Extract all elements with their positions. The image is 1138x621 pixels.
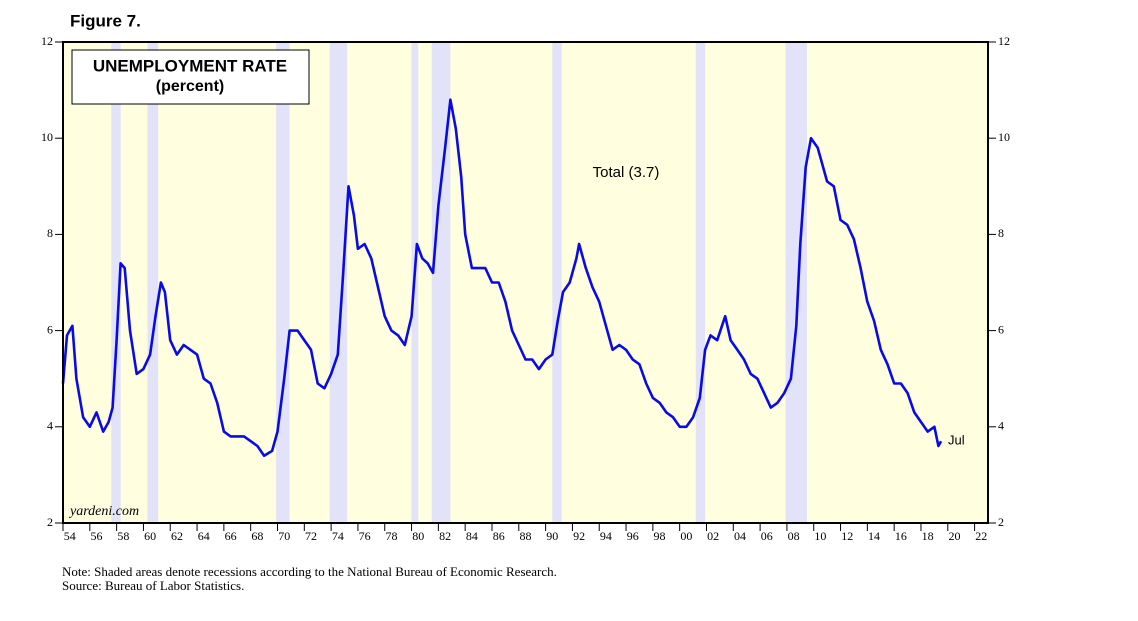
plot-background bbox=[63, 42, 988, 523]
x-tick-label: 94 bbox=[600, 529, 612, 543]
x-tick-label: 60 bbox=[144, 529, 156, 543]
x-tick-label: 58 bbox=[117, 529, 129, 543]
x-tick-label: 62 bbox=[171, 529, 183, 543]
x-tick-label: 78 bbox=[385, 529, 397, 543]
y2-tick-label: 2 bbox=[998, 515, 1004, 529]
x-tick-label: 18 bbox=[922, 529, 934, 543]
recession-band bbox=[147, 42, 159, 523]
y2-tick-label: 8 bbox=[998, 226, 1004, 240]
title-box bbox=[71, 49, 310, 105]
x-tick-label: 80 bbox=[412, 529, 424, 543]
x-tick-label: 12 bbox=[841, 529, 853, 543]
x-tick-label: 04 bbox=[734, 529, 746, 543]
chart-title: UNEMPLOYMENT RATE bbox=[93, 56, 287, 75]
x-tick-label: 00 bbox=[680, 529, 692, 543]
y-tick-label: 12 bbox=[41, 34, 53, 48]
x-tick-label: 66 bbox=[225, 529, 237, 543]
note: Note: Shaded areas denote recessions acc… bbox=[62, 564, 557, 579]
y2-tick-label: 4 bbox=[998, 419, 1004, 433]
x-tick-label: 84 bbox=[466, 529, 478, 543]
x-tick-label: 68 bbox=[251, 529, 263, 543]
plot-frame bbox=[62, 41, 989, 524]
recession-band bbox=[431, 42, 451, 523]
x-tick-label: 76 bbox=[359, 529, 371, 543]
x-tick-label: 96 bbox=[627, 529, 639, 543]
line-series bbox=[61, 98, 943, 457]
x-tick-label: 90 bbox=[546, 529, 558, 543]
x-tick-label: 06 bbox=[761, 529, 773, 543]
x-tick-label: 20 bbox=[948, 529, 960, 543]
y2-tick-label: 12 bbox=[998, 34, 1010, 48]
recession-band bbox=[695, 42, 706, 523]
y-tick-label: 8 bbox=[47, 226, 53, 240]
y-tick-label: 10 bbox=[41, 130, 53, 144]
recession-band bbox=[276, 42, 290, 523]
y2-tick-label: 6 bbox=[998, 322, 1004, 336]
recession-band bbox=[329, 42, 348, 523]
watermark: yardeni.com bbox=[68, 504, 139, 519]
x-tick-label: 92 bbox=[573, 529, 585, 543]
x-tick-label: 64 bbox=[198, 529, 210, 543]
x-tick-label: 74 bbox=[332, 529, 344, 543]
x-tick-label: 14 bbox=[868, 529, 880, 543]
x-tick-label: 16 bbox=[895, 529, 907, 543]
recession-band bbox=[785, 42, 808, 523]
x-tick-label: 56 bbox=[91, 529, 103, 543]
note: Source: Bureau of Labor Statistics. bbox=[62, 578, 244, 593]
x-tick-label: 98 bbox=[654, 529, 666, 543]
x-tick-label: 54 bbox=[64, 529, 76, 543]
x-tick-label: 02 bbox=[707, 529, 719, 543]
chart-subtitle: (percent) bbox=[156, 78, 224, 95]
x-tick-label: 82 bbox=[439, 529, 451, 543]
end-label: Jul bbox=[948, 432, 965, 447]
x-tick-label: 10 bbox=[814, 529, 826, 543]
y-tick-label: 4 bbox=[47, 419, 53, 433]
figure-label: Figure 7. bbox=[70, 11, 141, 30]
x-tick-label: 88 bbox=[520, 529, 532, 543]
x-tick-label: 72 bbox=[305, 529, 317, 543]
x-tick-label: 22 bbox=[975, 529, 987, 543]
y2-tick-label: 10 bbox=[998, 130, 1010, 144]
x-tick-label: 70 bbox=[278, 529, 290, 543]
x-tick-label: 86 bbox=[493, 529, 505, 543]
y-tick-label: 2 bbox=[47, 515, 53, 529]
y-tick-label: 6 bbox=[47, 322, 53, 336]
recession-band bbox=[111, 42, 121, 523]
series-label: Total (3.7) bbox=[593, 164, 660, 181]
recession-band bbox=[552, 42, 562, 523]
x-tick-label: 08 bbox=[788, 529, 800, 543]
